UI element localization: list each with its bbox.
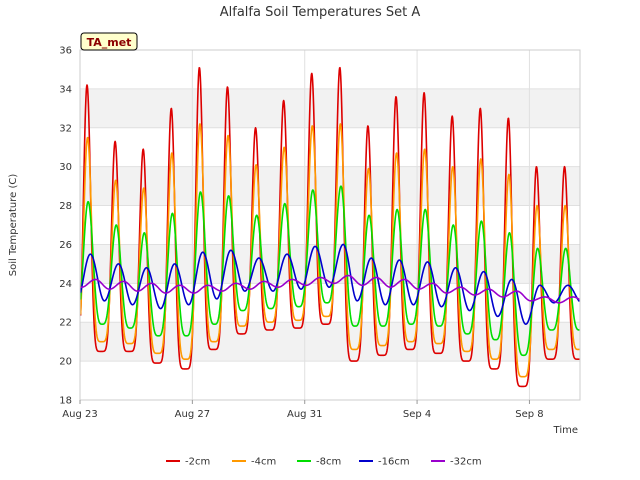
- y-tick-label: 28: [59, 201, 72, 212]
- grid-band: [80, 244, 580, 284]
- y-axis-label: Soil Temperature (C): [8, 174, 19, 277]
- legend-label: -8cm: [316, 457, 341, 468]
- series-line-16cm: [79, 243, 581, 325]
- x-tick-label: Aug 31: [287, 409, 322, 420]
- y-tick-label: 24: [59, 279, 72, 290]
- legend-label: -32cm: [450, 457, 482, 468]
- y-tick-labels: 18 20 22 24 26 28 30 32 34 36: [59, 46, 72, 407]
- y-tick-label: 18: [59, 396, 72, 407]
- legend-label: -16cm: [378, 457, 410, 468]
- y-tick-label: 22: [59, 318, 72, 329]
- x-axis-label: Time: [553, 425, 578, 436]
- series-lines: [79, 66, 581, 388]
- chart-title: Alfalfa Soil Temperatures Set A: [220, 5, 421, 20]
- grid-band: [80, 88, 580, 128]
- legend-label: -2cm: [185, 457, 210, 468]
- y-tick-label: 30: [59, 162, 72, 173]
- x-tick-label: Aug 23: [62, 409, 97, 420]
- series-line-8cm: [79, 185, 580, 357]
- legend: -2cm -4cm -8cm -16cm -32cm: [166, 457, 482, 468]
- badge-label: TA_met: [87, 36, 132, 49]
- y-tick-label: 26: [59, 240, 72, 251]
- x-tick-label: Sep 4: [403, 409, 431, 420]
- x-tick-label: Sep 8: [515, 409, 543, 420]
- series-line-32cm: [80, 274, 580, 304]
- ta-met-badge: TA_met: [80, 32, 138, 51]
- legend-label: -4cm: [251, 457, 276, 468]
- y-tick-label: 36: [59, 46, 72, 57]
- x-tick-labels: Aug 23 Aug 27 Aug 31 Sep 4 Sep 8: [62, 400, 544, 420]
- plot-frame: [79, 49, 581, 401]
- plot-background: [80, 50, 580, 400]
- series-line-4cm: [79, 123, 580, 378]
- y-tick-label: 20: [59, 357, 72, 368]
- grid-band: [80, 322, 580, 362]
- y-tick-label: 32: [59, 123, 72, 134]
- badge-box: [80, 32, 138, 51]
- y-tick-label: 34: [59, 84, 72, 95]
- grid-band: [80, 166, 580, 206]
- x-tick-label: Aug 27: [175, 409, 210, 420]
